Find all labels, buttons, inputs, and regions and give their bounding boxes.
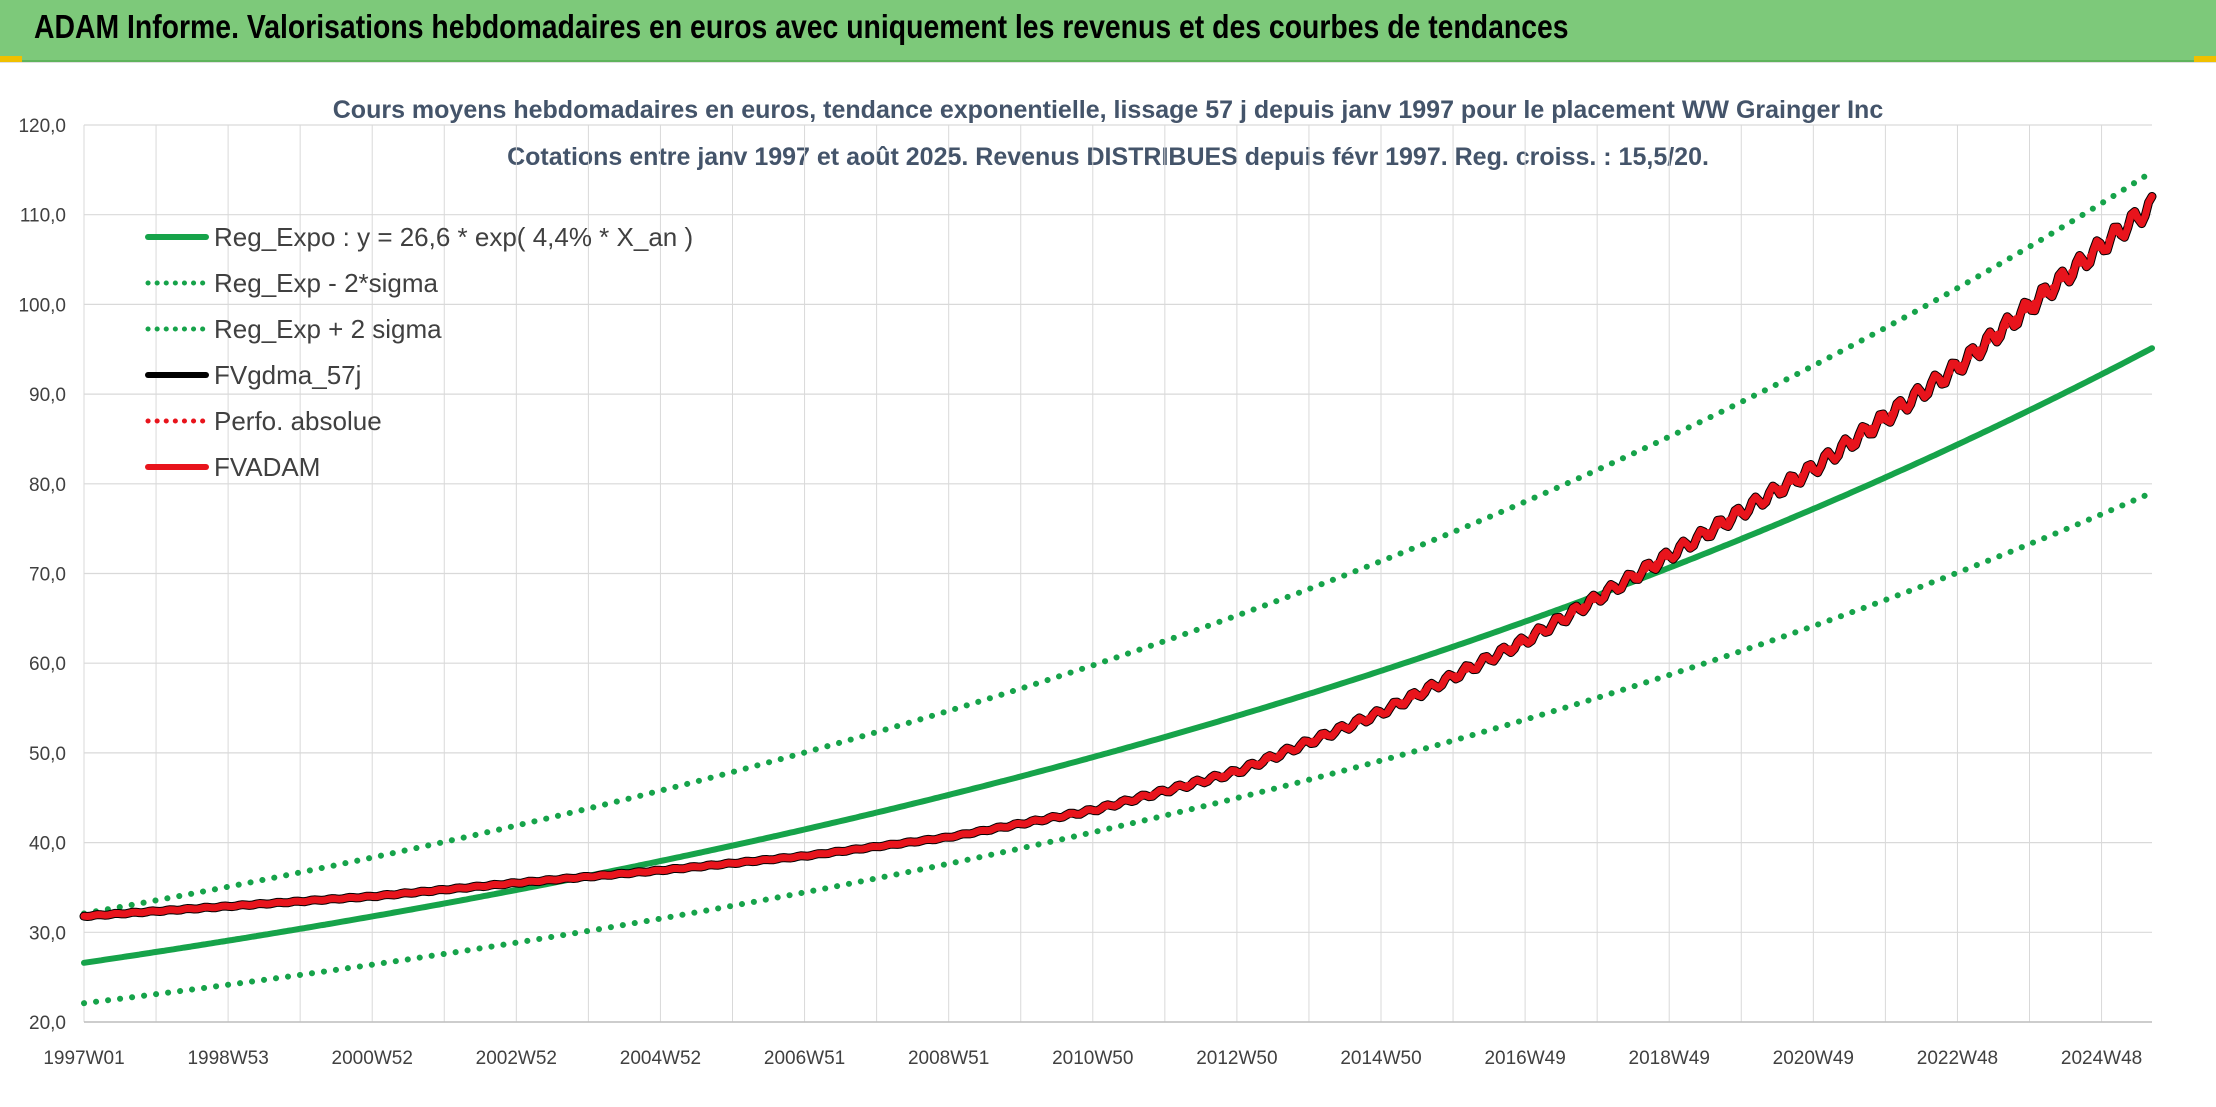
- legend-label: FVADAM: [214, 452, 320, 482]
- legend-label: FVgdma_57j: [214, 360, 361, 390]
- y-tick-label: 90,0: [29, 385, 66, 406]
- y-tick-label: 20,0: [29, 1013, 66, 1034]
- y-tick-label: 110,0: [20, 206, 66, 227]
- x-tick-label: 2018W49: [1629, 1048, 1710, 1069]
- y-tick-label: 70,0: [29, 565, 66, 586]
- x-tick-label: 2024W48: [2061, 1048, 2142, 1069]
- y-tick-label: 80,0: [29, 475, 66, 496]
- x-tick-label: 2002W52: [476, 1048, 557, 1069]
- series-line-fvadam: [80, 193, 2156, 920]
- y-tick-label: 100,0: [18, 295, 66, 316]
- x-tick-label: 2020W49: [1773, 1048, 1854, 1069]
- x-tick-label: 1997W01: [43, 1048, 124, 1069]
- series-line-reg-exp-2-sigma: [81, 168, 2155, 917]
- legend-label: Perfo. absolue: [214, 406, 382, 436]
- series-line-perfo-absolue: [81, 202, 2155, 920]
- x-tick-label: 2022W48: [1917, 1048, 1998, 1069]
- x-tick-label: 2004W52: [620, 1048, 701, 1069]
- y-tick-label: 50,0: [29, 744, 66, 765]
- x-tick-label: 1998W53: [187, 1048, 268, 1069]
- chart-title: Cours moyens hebdomadaires en euros, ten…: [333, 96, 1884, 124]
- y-tick-label: 60,0: [29, 654, 66, 675]
- series-line-reg-expo-y-26-6-exp-4-4-x-an-: [81, 345, 2155, 966]
- report-title: ADAM Informe. Valorisations hebdomadaire…: [34, 8, 1569, 45]
- header-corner-right: [2194, 56, 2216, 62]
- legend-label: Reg_Exp - 2*sigma: [214, 268, 439, 298]
- chart-frame: [0, 62, 2216, 1107]
- x-tick-label: 2012W50: [1196, 1048, 1277, 1069]
- y-tick-label: 40,0: [29, 834, 66, 855]
- x-tick-label: 2000W52: [332, 1048, 413, 1069]
- chart-subtitle: Cotations entre janv 1997 et août 2025. …: [507, 143, 1709, 171]
- x-tick-label: 2014W50: [1340, 1048, 1421, 1069]
- x-tick-label: 2008W51: [908, 1048, 989, 1069]
- header-bar: ADAM Informe. Valorisations hebdomadaire…: [0, 0, 2216, 62]
- legend-label: Reg_Expo : y = 26,6 * exp( 4,4% * X_an ): [214, 222, 693, 252]
- header-corner-left: [0, 56, 22, 62]
- series-line-reg-exp-2-sigma: [81, 489, 2155, 1007]
- legend-label: Reg_Exp + 2 sigma: [214, 314, 442, 344]
- y-tick-label: 30,0: [29, 923, 66, 944]
- y-tick-label: 120,0: [18, 116, 66, 137]
- x-tick-label: 2010W50: [1052, 1048, 1133, 1069]
- x-tick-label: 2016W49: [1484, 1048, 1565, 1069]
- x-tick-label: 2006W51: [764, 1048, 845, 1069]
